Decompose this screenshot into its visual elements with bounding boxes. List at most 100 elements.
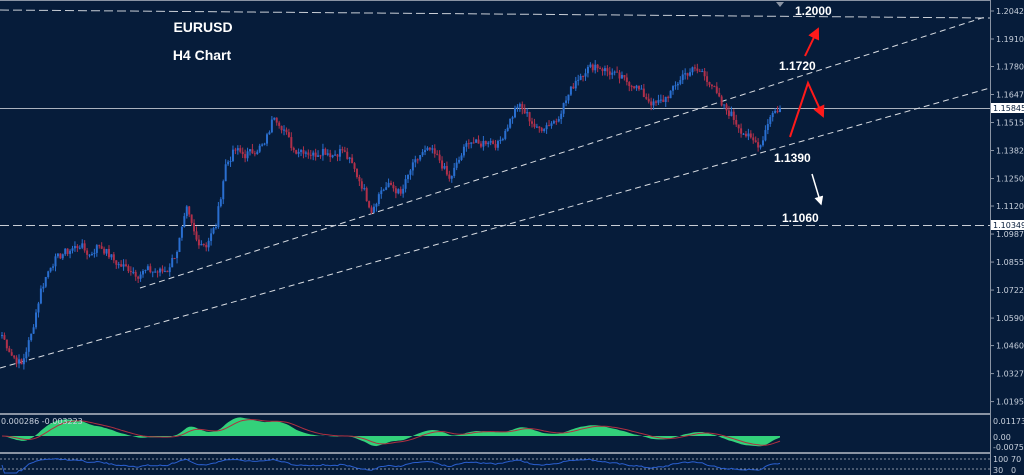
candle-body: [73, 246, 76, 249]
candle-body: [603, 68, 606, 72]
candle-body: [496, 141, 499, 148]
candle-body: [513, 107, 516, 118]
candle-body: [397, 189, 400, 194]
candle-body: [66, 248, 69, 254]
candle-body: [720, 96, 723, 106]
level-line-1-2000[interactable]: [0, 9, 991, 19]
y-tick-label: 1.08550: [996, 258, 1024, 267]
upper-trendline[interactable]: [139, 16, 986, 289]
candle-body: [149, 266, 152, 273]
candle-body: [562, 103, 565, 114]
candle-body: [144, 270, 147, 272]
y-tick-label: 1.04600: [996, 342, 1024, 351]
red-arrow-up-icon: [804, 27, 820, 57]
candle-body: [285, 129, 288, 133]
candle-body: [100, 246, 103, 249]
candle-body: [146, 266, 149, 271]
candle-body: [552, 121, 555, 124]
rsi-panel-separator[interactable]: [0, 452, 990, 454]
candle-body: [202, 243, 205, 245]
macd-tick-top: 0.011732: [993, 417, 1024, 426]
candle-body: [326, 153, 329, 155]
y-tick-label: 1.17800: [996, 62, 1024, 71]
candle-body: [120, 264, 123, 267]
candle-body: [321, 148, 324, 156]
candle-body: [319, 155, 322, 157]
candle-body: [300, 150, 303, 152]
candle-body: [176, 251, 179, 259]
candle-body: [307, 152, 310, 155]
candle-body: [518, 104, 521, 107]
candle-body: [441, 160, 444, 169]
candle-body: [275, 117, 278, 123]
candle-body: [723, 104, 726, 106]
candle-body: [348, 157, 351, 159]
candle-body: [577, 79, 580, 81]
candle-body: [280, 125, 283, 131]
candle-body: [516, 106, 519, 108]
candle-body: [453, 167, 456, 176]
candle-body: [107, 248, 110, 258]
candle-body: [428, 147, 431, 150]
candle-body: [594, 64, 597, 71]
candle-body: [341, 149, 344, 151]
candle-body: [672, 86, 675, 91]
candle-body: [222, 181, 225, 200]
candle-body: [674, 85, 677, 87]
candle-body: [601, 68, 604, 72]
candle-body: [261, 144, 264, 146]
candle-body: [205, 244, 208, 248]
y-tick-label: 1.07225: [996, 286, 1024, 295]
candle-body: [8, 348, 11, 353]
macd-panel: [1, 417, 781, 447]
candle-body: [761, 140, 764, 146]
candle-body: [642, 88, 645, 97]
candle-body: [438, 154, 441, 161]
candle-body: [652, 101, 655, 106]
macd-histogram-area: [2, 417, 780, 447]
candle-body: [214, 227, 217, 229]
candle-body: [110, 254, 113, 258]
candle-body: [355, 168, 358, 178]
lower-trendline[interactable]: [0, 87, 991, 369]
candle-body: [640, 88, 643, 90]
candle-body: [414, 159, 417, 163]
candle-body: [645, 96, 648, 99]
candle-body: [168, 267, 171, 273]
candle-body: [64, 248, 67, 255]
candle-body: [154, 271, 157, 273]
y-tick-label: 1.03275: [996, 370, 1024, 379]
candle-body: [387, 182, 390, 188]
candle-body: [426, 147, 429, 151]
candle-body: [713, 86, 716, 88]
candle-body: [117, 264, 120, 266]
candle-body: [15, 357, 18, 364]
candle-body: [142, 270, 145, 275]
candle-body: [295, 150, 298, 154]
candle-body: [263, 143, 266, 145]
candle-body: [360, 181, 363, 189]
candle-body: [718, 92, 721, 97]
shift-marker-icon[interactable]: [776, 2, 784, 7]
candle-body: [523, 109, 526, 114]
candle-body: [477, 139, 480, 144]
candle-body: [159, 268, 162, 273]
candle-body: [647, 98, 650, 102]
candle-body: [411, 162, 414, 171]
candle-body: [37, 303, 40, 313]
y-tick-label: 1.13825: [996, 147, 1024, 156]
rsi-panel: [0, 458, 990, 474]
candle-body: [105, 248, 108, 254]
candle-body: [689, 72, 692, 76]
candle-body: [253, 153, 256, 155]
candle-body: [185, 206, 188, 217]
candle-body: [531, 121, 534, 124]
price-axis: 1.20425 1.19100 1.17800 1.16475 1.15150 1.138…: [990, 7, 1024, 407]
y-tick-label: 1.15150: [996, 119, 1024, 128]
candle-body: [268, 132, 271, 135]
candle-body: [163, 271, 166, 273]
candle-body: [630, 86, 633, 88]
macd-panel-separator[interactable]: [0, 413, 990, 415]
